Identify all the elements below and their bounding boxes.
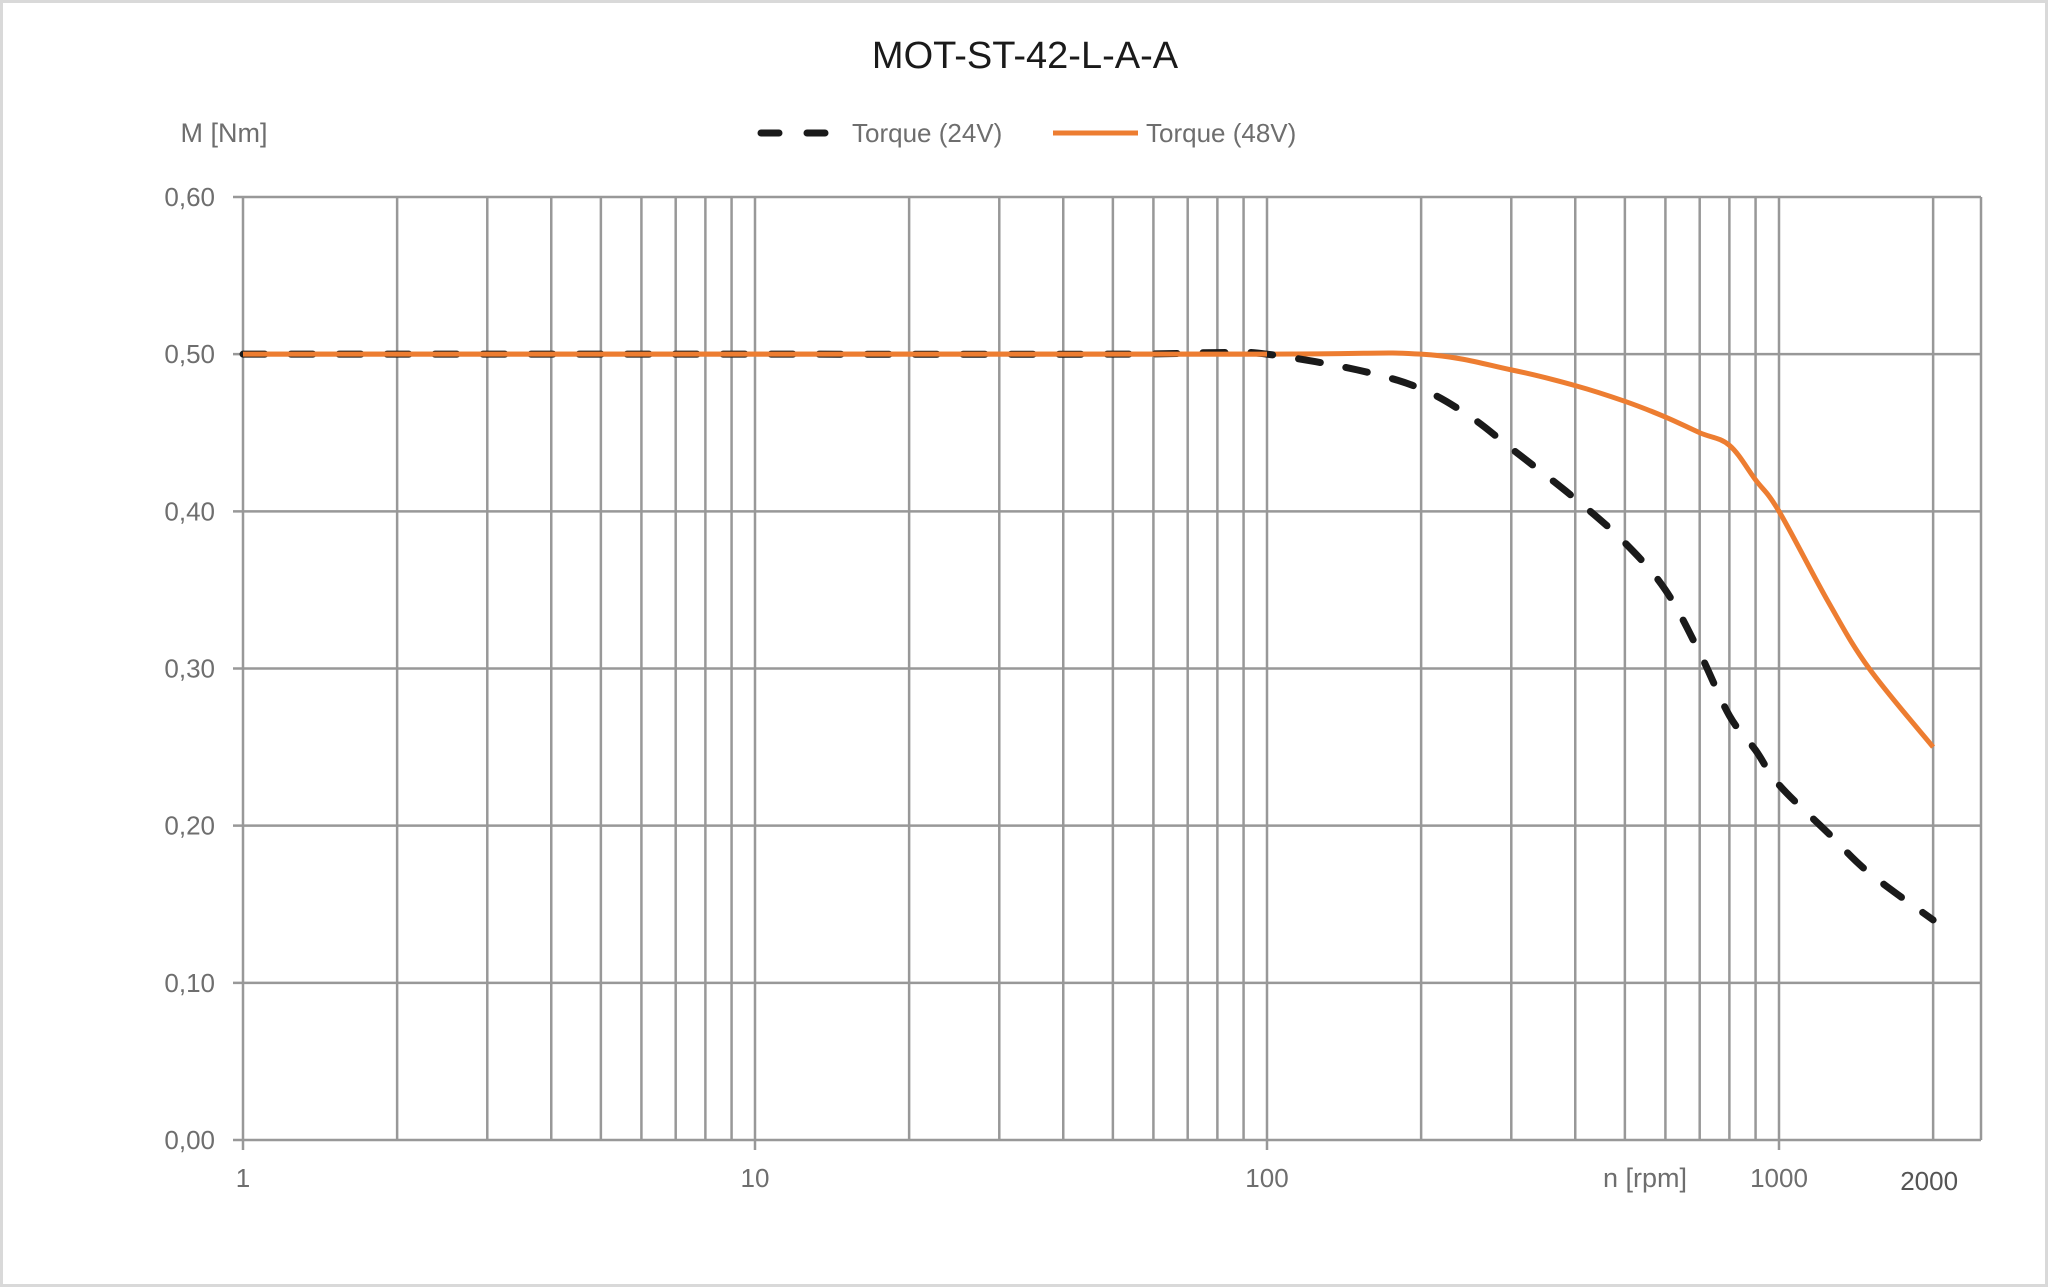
y-tick-label: 0,50 [164, 339, 215, 369]
x-axis-label: n [rpm] [1603, 1163, 1687, 1193]
y-tick-label: 0,10 [164, 968, 215, 998]
y-tick-label: 0,60 [164, 182, 215, 212]
legend-item-48v: Torque (48V) [1053, 118, 1296, 148]
x-tick-label: 100 [1245, 1163, 1288, 1193]
y-tick-label: 0,20 [164, 811, 215, 841]
legend-label-48v: Torque (48V) [1146, 118, 1296, 148]
series-torque-24v [239, 348, 1937, 924]
legend-item-24v: Torque (24V) [757, 118, 1002, 148]
x-tick-label: 10 [741, 1163, 770, 1193]
x-axis-tick-labels: 1 10 100 1000 2000 [236, 1163, 1958, 1196]
series-torque-48v [242, 350, 1936, 749]
x-tick-label: 2000 [1900, 1166, 1958, 1196]
legend: Torque (24V) Torque (48V) [757, 118, 1296, 148]
series-lines [239, 348, 1937, 924]
x-tick-label: 1000 [1750, 1163, 1808, 1193]
chart-title: MOT-ST-42-L-A-A [872, 35, 1179, 77]
y-tick-label: 0,30 [164, 654, 215, 684]
y-tick-label: 0,40 [164, 496, 215, 526]
y-tick-label: 0,00 [164, 1125, 215, 1155]
y-axis-label: M [Nm] [181, 118, 268, 148]
legend-label-24v: Torque (24V) [852, 118, 1002, 148]
plot-grid [233, 195, 1983, 1150]
x-tick-label: 1 [236, 1163, 250, 1193]
y-axis-tick-labels: 0,00 0,10 0,20 0,30 0,40 0,50 0,60 [164, 182, 215, 1155]
